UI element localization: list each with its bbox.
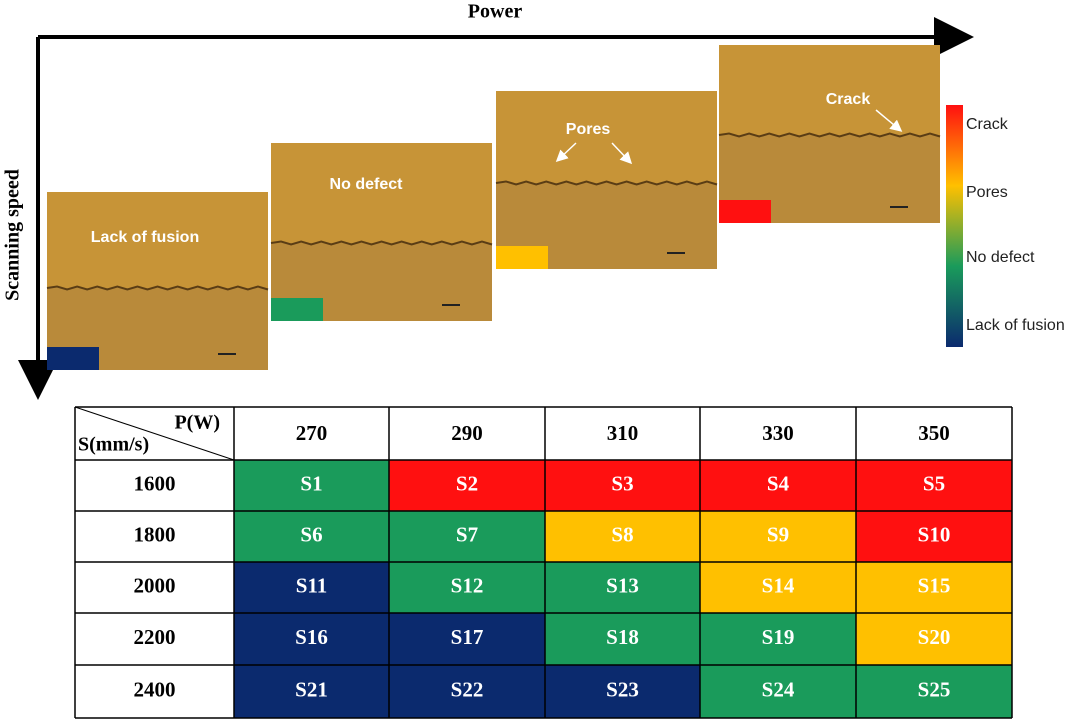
row-header: 2400 — [134, 677, 176, 701]
cell — [389, 460, 545, 511]
class-swatch — [719, 200, 771, 223]
cell-label: S10 — [918, 522, 951, 546]
cell-label: S3 — [611, 471, 633, 495]
column-header: 290 — [451, 421, 483, 445]
cell — [545, 665, 700, 718]
cell-label: S20 — [918, 625, 951, 649]
cell-label: S18 — [606, 625, 639, 649]
cell — [389, 613, 545, 665]
cell-label: S4 — [767, 471, 790, 495]
cell — [700, 665, 856, 718]
scale-bar — [442, 304, 460, 306]
cell-label: S1 — [300, 471, 322, 495]
cell-label: S25 — [918, 677, 951, 701]
cell — [389, 511, 545, 562]
cell — [545, 511, 700, 562]
melt-boundary — [495, 180, 718, 186]
micrograph-top — [47, 192, 268, 288]
cell-label: S5 — [923, 471, 945, 495]
micrograph: Crack — [718, 45, 941, 223]
y-axis-label: Scanning speed — [2, 169, 24, 301]
melt-boundary — [718, 132, 941, 138]
cell — [856, 460, 1012, 511]
cell — [234, 511, 389, 562]
cell — [856, 562, 1012, 613]
micrograph: No defect — [270, 143, 493, 321]
column-header: 350 — [918, 421, 950, 445]
row-header: 2200 — [134, 625, 176, 649]
micrograph: Lack of fusion — [46, 192, 269, 370]
cell — [700, 511, 856, 562]
corner-top: P(W) — [174, 412, 220, 434]
class-swatch — [496, 246, 548, 269]
cell-label: S23 — [606, 677, 639, 701]
annotation-arrow — [611, 142, 633, 165]
scale-bar — [667, 252, 685, 254]
panel-label: Pores — [566, 121, 611, 138]
panel-label: Crack — [826, 91, 871, 108]
cell — [234, 665, 389, 718]
panel-label: Lack of fusion — [91, 229, 199, 246]
class-swatch — [47, 347, 99, 370]
panel-label: No defect — [330, 176, 404, 193]
scale-bar — [218, 353, 236, 355]
column-header: 270 — [296, 421, 328, 445]
cell-label: S6 — [300, 522, 322, 546]
cell — [389, 562, 545, 613]
micrograph: Pores — [495, 91, 718, 269]
row-header: 2000 — [134, 573, 176, 597]
cell-label: S24 — [762, 677, 795, 701]
x-axis-label: Power — [468, 1, 523, 23]
cell-label: S7 — [456, 522, 478, 546]
cell — [234, 562, 389, 613]
column-header: 310 — [607, 421, 639, 445]
legend-label: Crack — [966, 116, 1009, 133]
melt-boundary — [270, 240, 493, 246]
cell — [700, 613, 856, 665]
cell-label: S17 — [451, 625, 484, 649]
legend-label: Lack of fusion — [966, 317, 1065, 334]
scale-bar — [890, 206, 908, 208]
cell-label: S22 — [451, 677, 484, 701]
micrograph-top — [496, 91, 717, 183]
cell-label: S13 — [606, 573, 639, 597]
cell-label: S14 — [762, 573, 795, 597]
micrograph-top — [719, 45, 940, 135]
cell-label: S11 — [296, 573, 328, 597]
cell — [234, 613, 389, 665]
cell — [234, 460, 389, 511]
class-swatch — [271, 298, 323, 321]
cell-label: S19 — [762, 625, 795, 649]
cell-label: S12 — [451, 573, 484, 597]
cell — [545, 562, 700, 613]
cell-label: S15 — [918, 573, 951, 597]
legend-label: Pores — [966, 184, 1008, 201]
cell-label: S16 — [295, 625, 328, 649]
cell-label: S9 — [767, 522, 789, 546]
corner-diagonal — [74, 406, 235, 461]
cell-label: S8 — [611, 522, 633, 546]
cell — [856, 613, 1012, 665]
cell — [700, 562, 856, 613]
cell — [856, 511, 1012, 562]
annotation-arrow — [875, 109, 903, 132]
melt-boundary — [46, 285, 269, 291]
corner-bottom: S(mm/s) — [78, 434, 149, 456]
annotation-arrow — [555, 142, 577, 163]
cell — [545, 460, 700, 511]
legend-label: No defect — [966, 249, 1035, 266]
cell-label: S21 — [295, 677, 328, 701]
cell — [389, 665, 545, 718]
row-header: 1600 — [134, 471, 176, 495]
colorbar — [946, 105, 963, 347]
cell — [545, 613, 700, 665]
cell — [856, 665, 1012, 718]
cell-label: S2 — [456, 471, 478, 495]
micrograph-top — [271, 143, 492, 243]
column-header: 330 — [762, 421, 794, 445]
cell — [700, 460, 856, 511]
row-header: 1800 — [134, 522, 176, 546]
